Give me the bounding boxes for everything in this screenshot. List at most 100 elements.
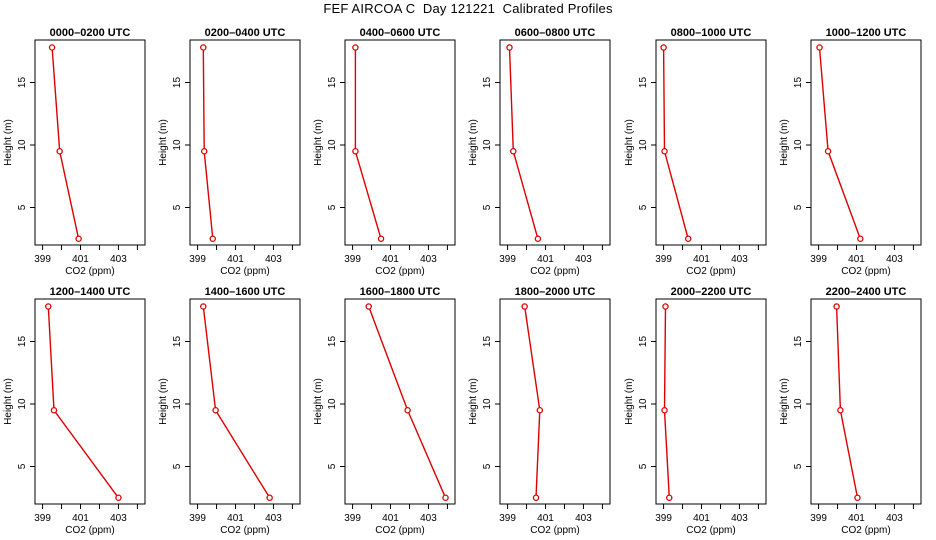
y-tick-label: 5 — [482, 204, 493, 210]
profile-line — [202, 47, 214, 239]
x-tick-label: 403 — [575, 513, 592, 524]
data-point — [661, 406, 668, 414]
data-point — [534, 235, 542, 242]
y-tick-label: 10 — [793, 139, 804, 151]
data-point — [442, 494, 449, 501]
y-axis-label: Height (m) — [779, 378, 790, 425]
plot-frame — [189, 298, 301, 505]
x-axis-label: CO2 (ppm) — [841, 266, 890, 277]
y-tick-label: 15 — [793, 77, 804, 89]
data-point — [48, 44, 56, 51]
x-tick-label: 399 — [810, 513, 827, 524]
profile-line — [508, 47, 539, 239]
data-point — [662, 303, 669, 310]
data-point — [365, 303, 372, 310]
y-axis-label: Height (m) — [468, 378, 479, 425]
y-tick-label: 10 — [638, 139, 649, 151]
x-tick-label: 401 — [382, 254, 399, 265]
x-tick-label: 401 — [848, 513, 865, 524]
data-point — [404, 406, 411, 414]
x-tick-label: 401 — [693, 513, 710, 524]
profile-panel: 2200–2400 UTC 399 401 403 5 10 15 CO2 (ppm) Heig… — [779, 286, 922, 536]
x-tick-label: 399 — [344, 254, 361, 265]
x-tick-label: 403 — [110, 513, 127, 524]
profile-line — [818, 47, 861, 240]
x-tick-label: 401 — [693, 254, 710, 265]
data-point — [661, 147, 668, 155]
data-point — [209, 235, 217, 242]
y-tick-label: 10 — [482, 139, 493, 151]
profile-panel: 2000–2200 UTC 399 401 403 5 10 15 CO2 (ppm) Heig… — [624, 286, 767, 536]
y-axis-label: Height (m) — [158, 119, 169, 166]
data-point — [75, 235, 82, 242]
data-point — [854, 494, 861, 501]
y-tick-label: 10 — [327, 398, 338, 410]
profile-line — [524, 306, 541, 498]
plot-frame — [34, 39, 146, 246]
y-tick-label: 15 — [17, 336, 28, 348]
y-tick-label: 10 — [17, 398, 28, 410]
y-tick-label: 5 — [17, 204, 28, 210]
y-axis-label: Height (m) — [3, 378, 14, 425]
data-point — [833, 303, 840, 310]
plot-frame — [499, 298, 611, 505]
x-tick-label: 401 — [848, 254, 865, 265]
y-tick-label: 5 — [638, 463, 649, 469]
y-tick-label: 5 — [793, 204, 804, 210]
y-tick-label: 10 — [172, 139, 183, 151]
y-axis-label: Height (m) — [624, 378, 635, 425]
x-tick-label: 403 — [110, 254, 127, 265]
data-point — [666, 494, 673, 501]
x-tick-label: 399 — [655, 513, 672, 524]
y-tick-label: 15 — [327, 77, 338, 89]
panel-title: 1600–1800 UTC — [360, 286, 441, 298]
profile-panel: 1400–1600 UTC 399 401 403 5 10 15 CO2 (ppm) Heig… — [158, 286, 301, 536]
plot-frame — [655, 298, 767, 505]
panel-title: 1800–2000 UTC — [515, 286, 596, 298]
data-point — [45, 303, 52, 310]
panel-title: 1000–1200 UTC — [826, 27, 907, 39]
figure-title: FEF AIRCOA C Day 121221 Calibrated Profi… — [323, 1, 613, 16]
profile-panel: 1200–1400 UTC 399 401 403 5 10 15 CO2 (ppm) Heig… — [3, 286, 146, 536]
x-tick-label: 401 — [227, 513, 244, 524]
panel-title: 0000–0200 UTC — [50, 27, 131, 39]
profile-panel: 0400–0600 UTC 399 401 403 5 10 15 CO2 (ppm) Heig… — [313, 27, 456, 277]
x-axis-label: CO2 (ppm) — [686, 266, 735, 277]
data-point — [857, 235, 864, 242]
x-axis-label: CO2 (ppm) — [841, 525, 890, 536]
x-tick-label: 401 — [382, 513, 399, 524]
y-tick-label: 15 — [638, 336, 649, 348]
profile-line — [354, 47, 382, 239]
data-point — [200, 44, 207, 51]
x-tick-label: 399 — [34, 513, 51, 524]
data-point — [115, 494, 122, 501]
x-tick-label: 399 — [189, 254, 206, 265]
y-tick-label: 5 — [327, 204, 338, 210]
x-tick-label: 399 — [499, 513, 516, 524]
profile-panel: 0600–0800 UTC 399 401 403 5 10 15 CO2 (ppm) Heig… — [468, 27, 611, 277]
profile-panel: 0800–1000 UTC 399 401 403 5 10 15 CO2 (ppm) Heig… — [624, 27, 767, 277]
y-tick-label: 5 — [482, 463, 493, 469]
profile-panel: 0200–0400 UTC 399 401 403 5 10 15 CO2 (ppm) Heig… — [158, 27, 301, 277]
x-tick-label: 403 — [886, 254, 903, 265]
x-axis-label: CO2 (ppm) — [65, 266, 114, 277]
data-point — [660, 44, 667, 51]
plot-frame — [655, 39, 767, 246]
y-tick-label: 15 — [482, 336, 493, 348]
plot-frame — [810, 298, 922, 505]
y-axis-label: Height (m) — [313, 119, 324, 166]
y-tick-label: 5 — [172, 463, 183, 469]
data-point — [377, 235, 385, 242]
data-point — [506, 44, 513, 51]
y-tick-label: 15 — [327, 336, 338, 348]
profile-line — [202, 306, 271, 499]
plot-frame — [499, 39, 611, 246]
profile-line — [47, 306, 119, 499]
data-point — [200, 147, 208, 155]
panel-title: 2200–2400 UTC — [826, 286, 907, 298]
x-tick-label: 399 — [34, 254, 51, 265]
panel-title: 0800–1000 UTC — [671, 27, 752, 39]
data-point — [50, 406, 58, 414]
panel-title: 0400–0600 UTC — [360, 27, 441, 39]
profile-line — [368, 306, 447, 499]
